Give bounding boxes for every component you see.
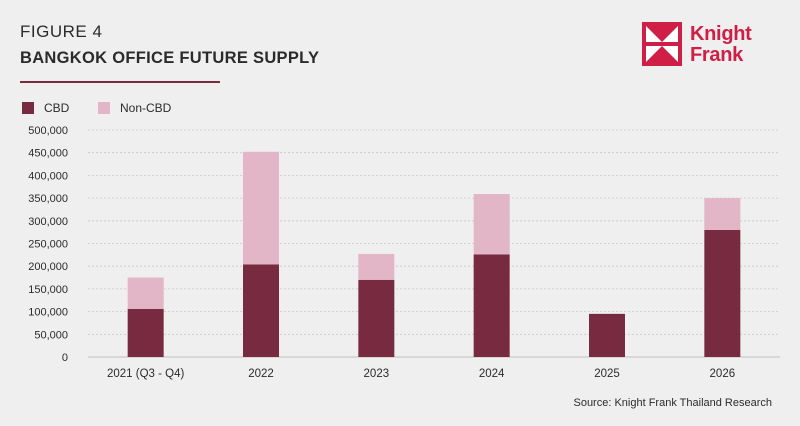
- logo-mark-icon: [642, 22, 682, 66]
- logo-text-line2: Frank: [690, 44, 743, 66]
- bar-cbd: [473, 254, 510, 357]
- x-tick-label: 2022: [248, 368, 274, 380]
- bar-non-cbd: [358, 253, 395, 280]
- x-tick-label: 2023: [364, 368, 390, 380]
- y-tick-label: 200,000: [28, 261, 68, 273]
- y-tick-label: 100,000: [28, 307, 68, 319]
- legend-swatch-non-cbd: [98, 102, 110, 114]
- y-tick-label: 150,000: [28, 284, 68, 296]
- bar-cbd: [243, 264, 279, 357]
- x-tick-label: 2021 (Q3 - Q4): [107, 368, 185, 380]
- legend-label-non-cbd: Non-CBD: [120, 101, 172, 115]
- y-tick-label: 350,000: [28, 193, 68, 205]
- y-tick-label: 500,000: [28, 125, 68, 137]
- y-tick-label: 400,000: [28, 170, 68, 182]
- logo-text-line1: Knight: [690, 23, 752, 45]
- figure-label: FIGURE 4: [20, 22, 103, 41]
- title-rule: [20, 81, 220, 83]
- y-tick-label: 300,000: [28, 216, 68, 228]
- bar-non-cbd: [243, 151, 279, 265]
- bar-non-cbd: [127, 277, 164, 309]
- legend-label-cbd: CBD: [44, 101, 70, 115]
- x-tick-label: 2025: [594, 368, 620, 380]
- y-tick-label: 0: [62, 352, 68, 364]
- bar-cbd: [358, 279, 395, 357]
- bar-cbd: [704, 229, 741, 357]
- bar-non-cbd: [473, 194, 510, 255]
- chart-title: BANGKOK OFFICE FUTURE SUPPLY: [20, 49, 320, 67]
- y-tick-label: 450,000: [28, 148, 68, 160]
- legend-swatch-cbd: [22, 102, 34, 114]
- y-tick-label: 250,000: [28, 239, 68, 251]
- bar-cbd: [127, 308, 164, 357]
- bar-non-cbd: [704, 198, 741, 230]
- bar-cbd: [589, 313, 625, 357]
- y-tick-label: 50,000: [34, 329, 68, 341]
- x-tick-label: 2026: [710, 368, 736, 380]
- x-tick-label: 2024: [479, 368, 505, 380]
- knight-frank-logo: Knight Frank: [642, 22, 782, 72]
- source-note: Source: Knight Frank Thailand Research: [573, 397, 772, 409]
